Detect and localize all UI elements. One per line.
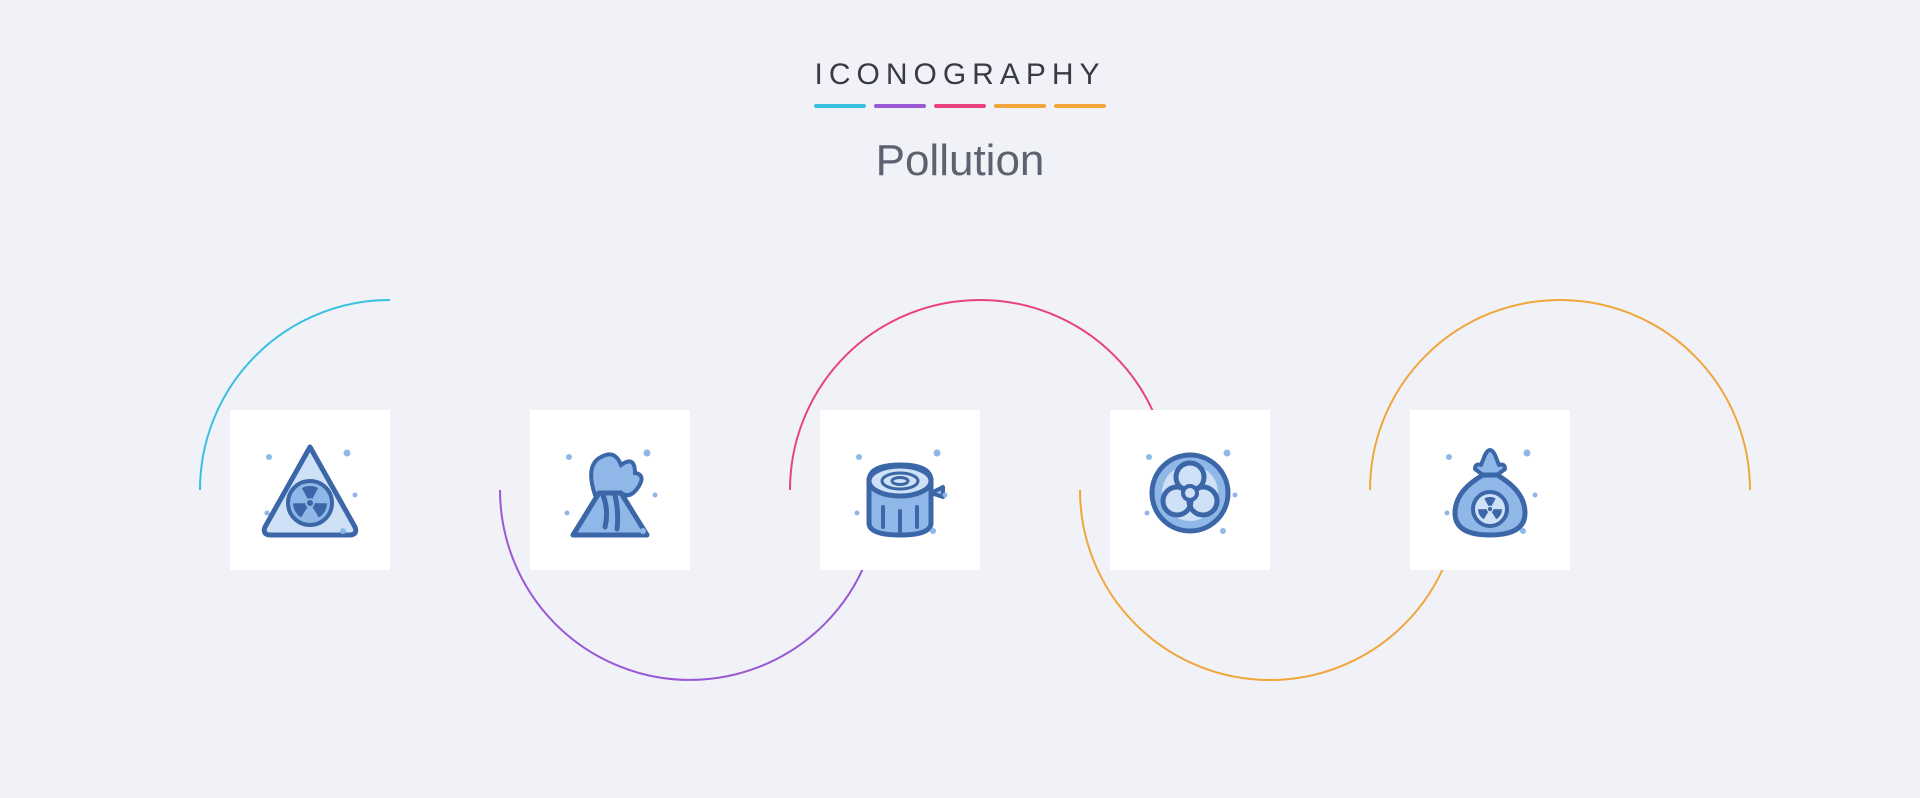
nuclear-waste-bag-icon — [1410, 410, 1570, 570]
biohazard-icon — [1110, 410, 1270, 570]
pack-subtitle: Pollution — [0, 136, 1920, 186]
radioactive-warning-icon — [230, 410, 390, 570]
brand-underline — [0, 104, 1920, 108]
underline-segment — [934, 104, 986, 108]
volcano-icon — [530, 410, 690, 570]
underline-segment — [814, 104, 866, 108]
underline-segment — [874, 104, 926, 108]
header: ICONOGRAPHY Pollution — [0, 0, 1920, 186]
underline-segment — [994, 104, 1046, 108]
underline-segment — [1054, 104, 1106, 108]
tree-stump-icon — [820, 410, 980, 570]
brand-title: ICONOGRAPHY — [0, 58, 1920, 92]
